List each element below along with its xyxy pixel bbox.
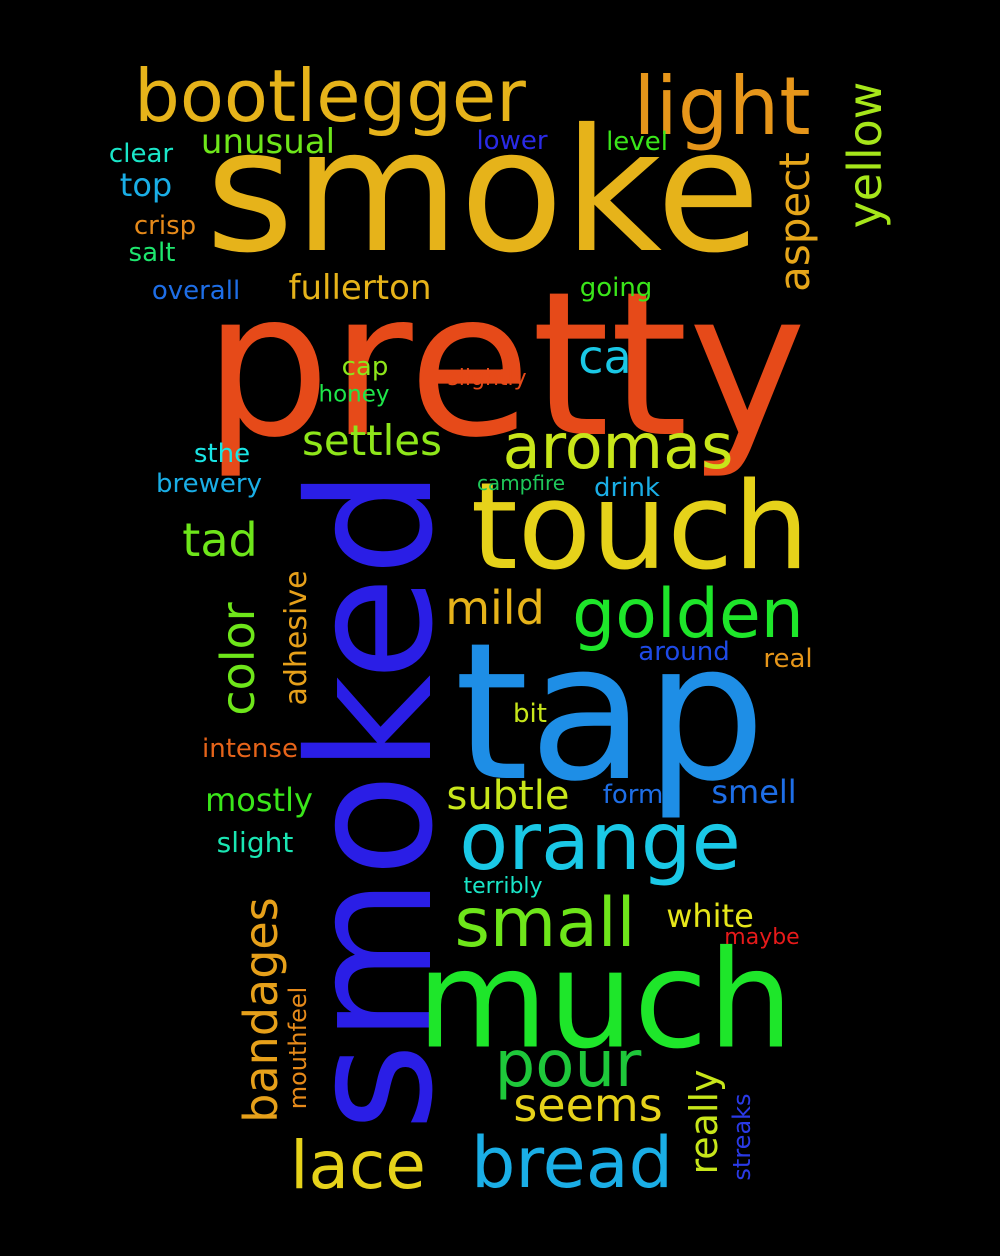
- word-clear: clear: [108, 139, 174, 169]
- word-unusual: unusual: [200, 122, 336, 162]
- word-settles: settles: [301, 416, 443, 465]
- word-bread: bread: [470, 1122, 674, 1204]
- word-white: white: [666, 897, 754, 935]
- word-lower: lower: [476, 126, 548, 156]
- word-intense: intense: [202, 734, 298, 764]
- word-drink: drink: [594, 473, 660, 503]
- word-form: form: [602, 780, 664, 810]
- word-fullerton: fullerton: [288, 268, 432, 308]
- word-mostly: mostly: [205, 781, 313, 819]
- word-slight: slight: [216, 826, 294, 859]
- word-level: level: [606, 127, 668, 157]
- word-salt: salt: [128, 238, 176, 268]
- word-around: around: [638, 637, 730, 667]
- word-seems: seems: [513, 1078, 663, 1132]
- word-bootlegger: bootlegger: [134, 54, 526, 138]
- word-real: real: [763, 644, 813, 674]
- word-mouthfeel: mouthfeel: [284, 986, 312, 1110]
- word-golden: golden: [572, 575, 804, 654]
- word-maybe: maybe: [724, 925, 800, 950]
- word-bit: bit: [513, 699, 547, 729]
- word-pretty: pretty: [203, 249, 807, 482]
- word-small: small: [454, 884, 636, 963]
- word-aspect: aspect: [770, 152, 819, 292]
- word-color: color: [211, 602, 265, 716]
- word-going: going: [579, 273, 653, 303]
- word-honey: honey: [318, 381, 390, 408]
- word-subtle: subtle: [446, 773, 570, 819]
- word-brewery: brewery: [156, 469, 262, 499]
- word-cap: cap: [341, 352, 389, 382]
- word-smell: smell: [711, 773, 797, 811]
- word-touch: touch: [470, 458, 810, 597]
- word-sthe: sthe: [193, 439, 251, 469]
- word-campfire: campfire: [476, 471, 566, 495]
- word-much: much: [416, 921, 794, 1079]
- word-pour: pour: [494, 1028, 642, 1102]
- word-really: really: [682, 1069, 726, 1175]
- word-slightly: slightly: [447, 366, 527, 391]
- word-terribly: terribly: [463, 874, 543, 899]
- word-mild: mild: [445, 581, 545, 635]
- word-bandages: bandages: [234, 897, 288, 1123]
- word-smoke: smoke: [205, 93, 761, 291]
- word-tad: tad: [182, 513, 258, 567]
- word-lace: lace: [290, 1127, 426, 1204]
- word-adhesive: adhesive: [279, 570, 314, 706]
- word-crisp: crisp: [133, 211, 197, 241]
- word-streaks: streaks: [728, 1093, 756, 1181]
- word-overall: overall: [151, 276, 241, 306]
- word-ca: ca: [578, 330, 632, 384]
- word-yellow: yellow: [838, 81, 892, 229]
- word-top: top: [119, 166, 173, 204]
- word-aromas: aromas: [502, 410, 734, 483]
- word-light: light: [633, 60, 811, 153]
- word-orange: orange: [459, 795, 741, 888]
- word-tap: tap: [454, 602, 766, 823]
